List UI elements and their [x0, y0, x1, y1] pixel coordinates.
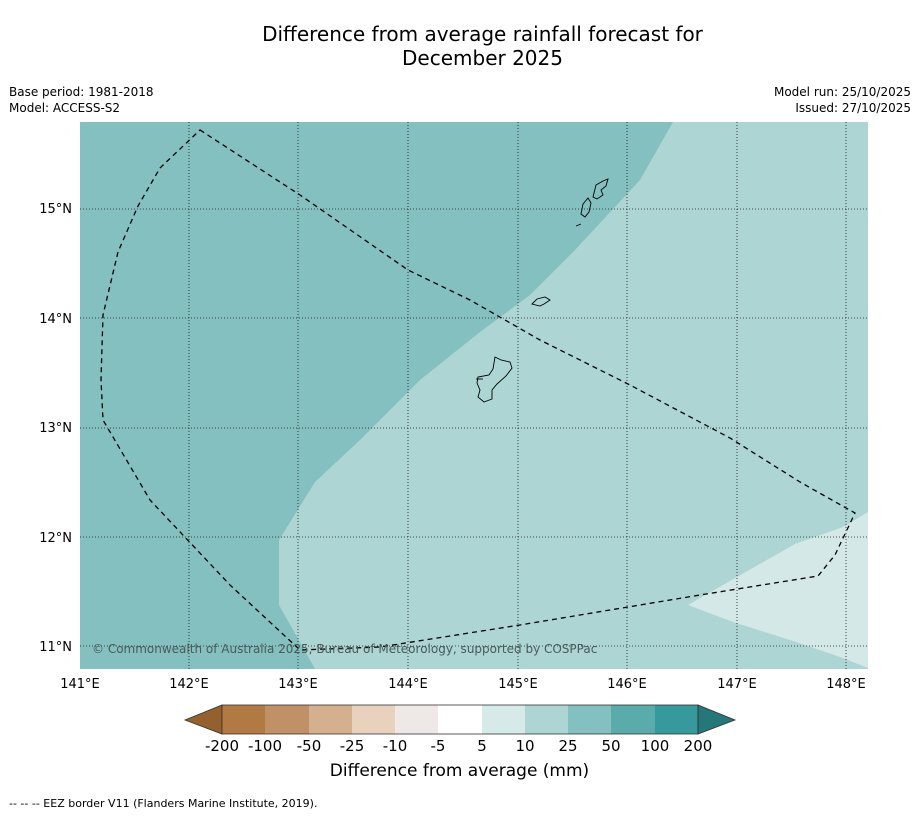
colorbar-frame [221, 704, 699, 735]
colorbar-swatch-3 [309, 705, 352, 734]
lon-label-144: 144°E [388, 677, 428, 692]
model-run: Model run: 25/10/2025 [773, 85, 911, 99]
colorbar-swatch-6 [438, 705, 482, 734]
copyright-notice: © Commonwealth of Australia 2025, Bureau… [92, 642, 597, 656]
map-area: © Commonwealth of Australia 2025, Bureau… [80, 122, 868, 669]
meta-right: Model run: 25/10/2025 Issued: 27/10/2025 [774, 84, 911, 116]
lon-axis: 141°E 142°E 143°E 144°E 145°E 146°E 147°… [60, 677, 866, 692]
lat-label-14: 14°N [39, 312, 72, 327]
colorbar-tick: 25 [558, 737, 578, 755]
colorbar-swatch-2 [265, 705, 309, 734]
island-guam [476, 356, 513, 403]
lat-label-15: 15°N [39, 202, 72, 217]
colorbar-tick: -200 [204, 737, 240, 755]
region-10-to-25 [279, 122, 868, 669]
island-tinian [580, 197, 592, 218]
chart-title: Difference from average rainfall forecas… [0, 22, 919, 70]
eez-border [100, 129, 856, 651]
issued-date: Issued: 27/10/2025 [795, 101, 911, 115]
colorbar-swatch-below-min [183, 704, 223, 735]
colorbar-tick: -25 [339, 737, 365, 755]
colorbar-swatch-9 [568, 705, 611, 734]
colorbar-swatch-10 [611, 705, 655, 734]
region-5-to-10 [688, 512, 868, 668]
colorbar-tick: 5 [477, 737, 487, 755]
lat-label-13: 13°N [39, 421, 72, 436]
island-rota [531, 296, 551, 307]
colorbar-swatch-11 [655, 705, 698, 734]
colorbar-swatch-5 [395, 705, 438, 734]
lon-label-143: 143°E [278, 677, 318, 692]
colorbar-tick: 10 [515, 737, 535, 755]
lat-axis: 15°N 14°N 13°N 12°N 11°N [39, 202, 72, 655]
colorbar-tick: -10 [382, 737, 408, 755]
colorbar-swatch-above-max [697, 704, 737, 735]
lon-label-142: 142°E [169, 677, 209, 692]
lon-label-145: 145°E [498, 677, 538, 692]
colorbar-tick: 200 [683, 737, 713, 755]
colorbar-swatch-4 [352, 705, 395, 734]
colorbar-tick-labels: -200 -100 -50 -25 -10 -5 5 10 25 50 100 … [0, 737, 919, 755]
meta-left: Base period: 1981-2018 Model: ACCESS-S2 [9, 84, 154, 116]
title-line-1: Difference from average rainfall forecas… [262, 22, 703, 46]
lat-label-12: 12°N [39, 531, 72, 546]
colorbar-tick: -100 [247, 737, 283, 755]
base-period: Base period: 1981-2018 [9, 85, 154, 99]
colorbar-tick: -50 [296, 737, 322, 755]
title-line-2: December 2025 [402, 46, 563, 70]
colorbar-tick: 100 [640, 737, 670, 755]
lon-label-146: 146°E [607, 677, 647, 692]
colorbar [183, 704, 737, 735]
colorbar-swatch-7 [482, 705, 525, 734]
islands [476, 178, 609, 403]
lon-label-147: 147°E [717, 677, 757, 692]
colorbar-tick: 50 [601, 737, 621, 755]
colorbar-title: Difference from average (mm) [329, 761, 590, 781]
graticule [80, 122, 868, 669]
lon-label-148: 148°E [826, 677, 866, 692]
island-saipan [592, 178, 609, 200]
colorbar-tick: -5 [430, 737, 446, 755]
lat-label-11: 11°N [39, 640, 72, 655]
lon-label-141: 141°E [60, 677, 100, 692]
colorbar-swatch-8 [525, 705, 568, 734]
island-aguijan [575, 223, 582, 227]
model-name: Model: ACCESS-S2 [9, 101, 121, 115]
eez-legend: -- -- -- EEZ border V11 (Flanders Marine… [9, 797, 318, 810]
colorbar-swatch-1 [222, 705, 265, 734]
